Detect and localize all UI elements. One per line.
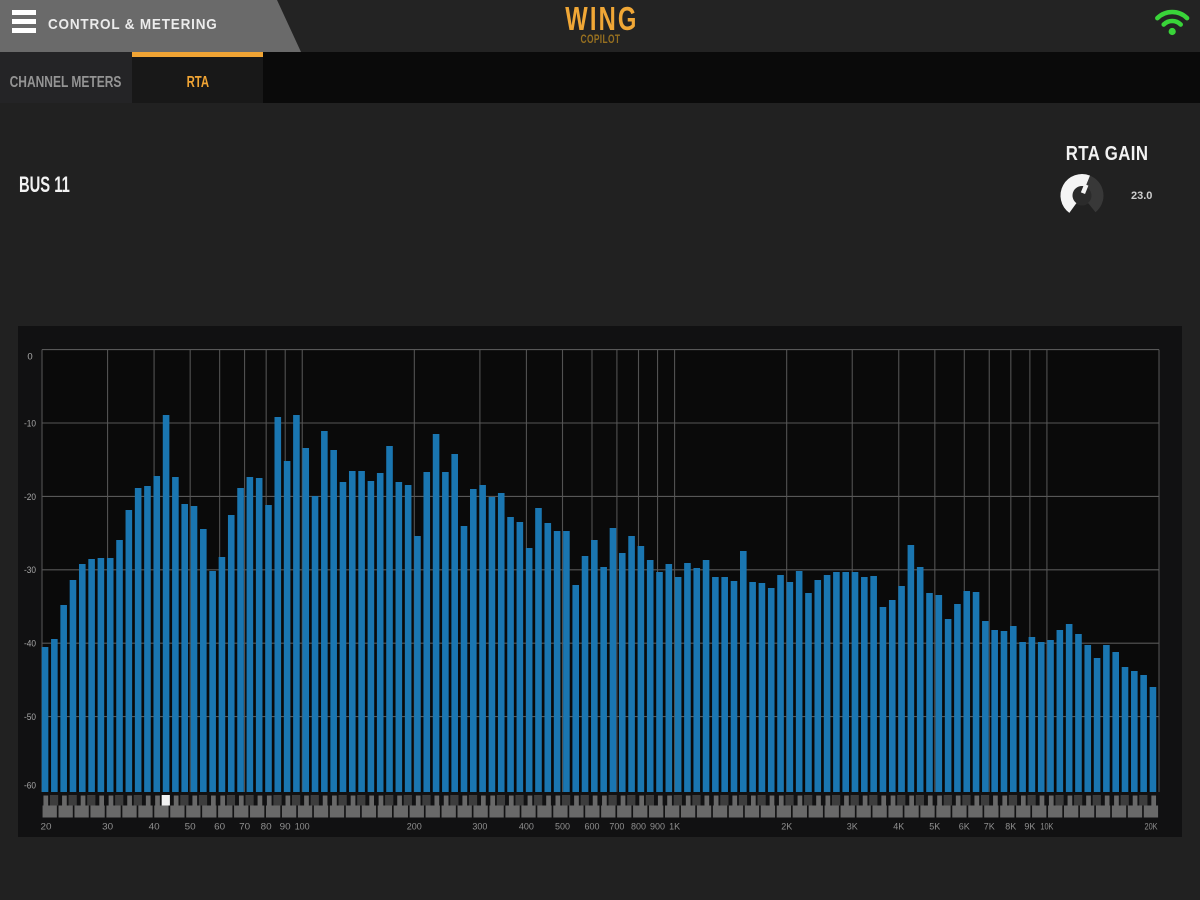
svg-text:100: 100 — [295, 822, 310, 833]
svg-text:1K: 1K — [669, 822, 681, 833]
svg-text:-20: -20 — [24, 492, 36, 503]
svg-text:900: 900 — [650, 822, 665, 833]
svg-text:7K: 7K — [984, 822, 996, 833]
svg-text:20: 20 — [41, 822, 52, 833]
svg-text:2K: 2K — [781, 822, 793, 833]
svg-text:400: 400 — [519, 822, 534, 833]
svg-text:30: 30 — [102, 822, 113, 833]
svg-text:700: 700 — [609, 822, 624, 833]
svg-text:200: 200 — [407, 822, 422, 833]
svg-text:-50: -50 — [24, 712, 36, 723]
svg-text:0: 0 — [27, 351, 32, 362]
svg-text:90: 90 — [280, 822, 291, 833]
svg-text:800: 800 — [631, 822, 646, 833]
svg-text:50: 50 — [185, 822, 196, 833]
svg-text:600: 600 — [585, 822, 600, 833]
svg-text:300: 300 — [472, 822, 487, 833]
svg-text:80: 80 — [261, 822, 272, 833]
svg-text:3K: 3K — [847, 822, 859, 833]
svg-text:9K: 9K — [1024, 822, 1036, 833]
svg-text:20K: 20K — [1145, 822, 1159, 833]
svg-text:-30: -30 — [24, 565, 36, 576]
svg-text:70: 70 — [239, 822, 250, 833]
svg-text:500: 500 — [555, 822, 570, 833]
svg-text:-60: -60 — [24, 780, 36, 791]
svg-text:8K: 8K — [1005, 822, 1017, 833]
svg-text:60: 60 — [214, 822, 225, 833]
svg-text:10K: 10K — [1040, 822, 1054, 833]
svg-text:-40: -40 — [24, 639, 36, 650]
svg-text:5K: 5K — [929, 822, 941, 833]
svg-text:6K: 6K — [959, 822, 971, 833]
svg-text:-10: -10 — [24, 418, 36, 429]
svg-text:4K: 4K — [893, 822, 905, 833]
svg-text:40: 40 — [149, 822, 160, 833]
